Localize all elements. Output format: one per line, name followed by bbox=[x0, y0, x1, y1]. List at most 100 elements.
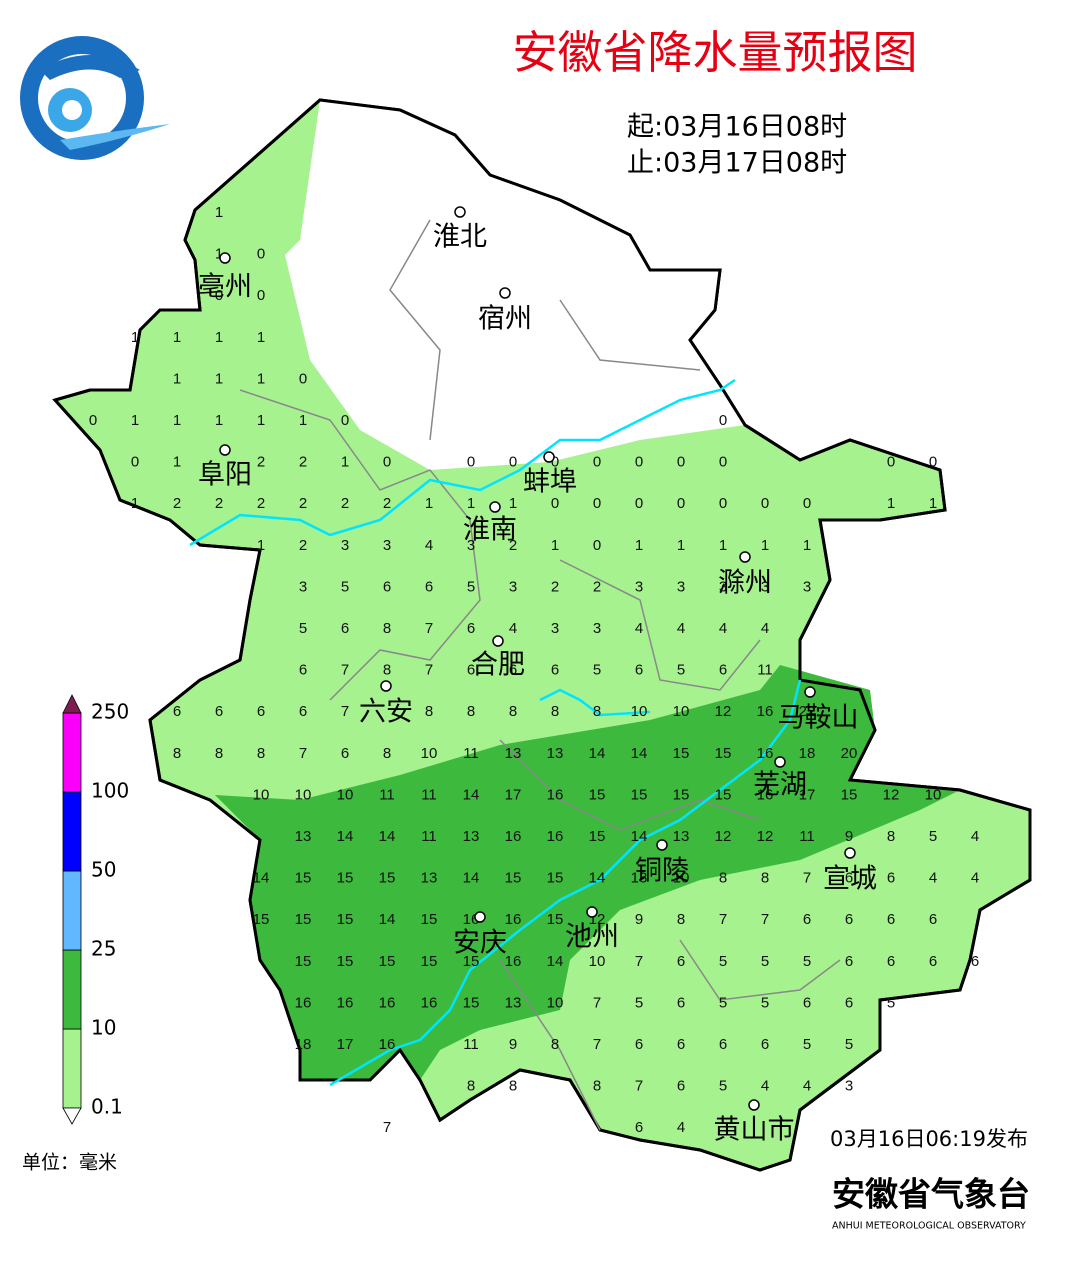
legend-label: 50 bbox=[91, 858, 116, 882]
grid-value: 1 bbox=[131, 495, 139, 512]
grid-value: 5 bbox=[761, 953, 769, 970]
grid-value: 14 bbox=[337, 828, 354, 845]
grid-value: 0 bbox=[215, 287, 223, 304]
grid-value: 6 bbox=[845, 953, 853, 970]
grid-value: 1 bbox=[257, 412, 265, 429]
grid-value: 13 bbox=[421, 870, 438, 887]
grid-value: 13 bbox=[547, 745, 564, 762]
grid-value: 8 bbox=[383, 620, 391, 637]
grid-value: 16 bbox=[547, 786, 564, 803]
grid-value: 8 bbox=[215, 745, 223, 762]
grid-value: 1 bbox=[215, 329, 223, 346]
grid-value: 0 bbox=[551, 454, 559, 471]
grid-value: 7 bbox=[803, 870, 811, 887]
grid-value: 10 bbox=[547, 994, 564, 1011]
grid-value: 15 bbox=[715, 786, 732, 803]
grid-value: 10 bbox=[253, 786, 270, 803]
grid-value: 6 bbox=[929, 911, 937, 928]
grid-value: 8 bbox=[593, 1078, 601, 1095]
city-name: 滁州 bbox=[718, 568, 772, 599]
grid-value: 7 bbox=[341, 703, 349, 720]
city-name: 合肥 bbox=[471, 650, 525, 681]
city-name: 阜阳 bbox=[198, 460, 252, 491]
grid-value: 0 bbox=[89, 412, 97, 429]
city-dot bbox=[454, 206, 466, 218]
grid-value: 3 bbox=[593, 620, 601, 637]
city-name: 芜湖 bbox=[753, 770, 807, 801]
grid-value: 2 bbox=[173, 495, 181, 512]
grid-value: 1 bbox=[299, 412, 307, 429]
city-dot bbox=[656, 839, 668, 851]
grid-value: 1 bbox=[761, 537, 769, 554]
grid-value: 4 bbox=[677, 620, 685, 637]
logo bbox=[20, 36, 170, 160]
legend-label: 10 bbox=[91, 1016, 116, 1040]
grid-value: 1 bbox=[215, 370, 223, 387]
city-name: 淮南 bbox=[463, 515, 517, 546]
grid-value: 14 bbox=[379, 911, 396, 928]
heavy-rain-area bbox=[215, 665, 960, 1080]
grid-value: 3 bbox=[803, 578, 811, 595]
grid-value: 4 bbox=[761, 1078, 769, 1095]
grid-value: 5 bbox=[341, 578, 349, 595]
grid-value: 4 bbox=[761, 620, 769, 637]
grid-value: 10 bbox=[589, 953, 606, 970]
grid-value: 14 bbox=[253, 870, 270, 887]
grid-value: 1 bbox=[425, 495, 433, 512]
grid-value: 15 bbox=[505, 870, 522, 887]
agency-en: ANHUI METEOROLOGICAL OBSERVATORY bbox=[832, 1221, 1026, 1232]
city-dot bbox=[748, 1099, 760, 1111]
grid-value: 1 bbox=[929, 495, 937, 512]
title: 安徽省降水量预报图 bbox=[512, 26, 917, 79]
grid-value: 5 bbox=[719, 994, 727, 1011]
grid-value: 6 bbox=[425, 578, 433, 595]
grid-value: 8 bbox=[551, 703, 559, 720]
grid-value: 3 bbox=[509, 578, 517, 595]
grid-value: 7 bbox=[635, 1078, 643, 1095]
province-border bbox=[52, 98, 1032, 1172]
grid-value: 0 bbox=[929, 454, 937, 471]
grid-value: 5 bbox=[719, 1078, 727, 1095]
legend-bottom-arrow bbox=[62, 1107, 82, 1125]
grid-value: 8 bbox=[173, 745, 181, 762]
grid-value: 6 bbox=[299, 662, 307, 679]
grid-value: 14 bbox=[631, 828, 648, 845]
city-dot bbox=[844, 847, 856, 859]
grid-value: 10 bbox=[673, 870, 690, 887]
grid-value: 7 bbox=[299, 745, 307, 762]
grid-value: 0 bbox=[803, 495, 811, 512]
grid-value: 6 bbox=[845, 870, 853, 887]
grid-value: 4 bbox=[509, 620, 517, 637]
grid-value: 3 bbox=[635, 578, 643, 595]
grid-value: 1 bbox=[131, 412, 139, 429]
grid-value: 17 bbox=[505, 786, 522, 803]
city-dot bbox=[219, 252, 231, 264]
grid-value: 14 bbox=[589, 745, 606, 762]
grid-value: 11 bbox=[379, 786, 395, 803]
grid-value: 4 bbox=[635, 620, 643, 637]
grid-value: 13 bbox=[505, 745, 522, 762]
grid-value: 2 bbox=[215, 495, 223, 512]
grid-value: 0 bbox=[593, 495, 601, 512]
grid-value: 9 bbox=[845, 828, 853, 845]
grid-value: 5 bbox=[467, 578, 475, 595]
grid-value: 1 bbox=[551, 537, 559, 554]
grid-value: 16 bbox=[757, 703, 774, 720]
legend-swatch bbox=[62, 870, 82, 951]
grid-value: 16 bbox=[295, 994, 312, 1011]
rain-values: 11 00 01 1 1 11 1 1 00 1 1 1 1 1 0 00 1 2 2 1 0 0 0 0 0 0 0 0 0 01 2 2 2… bbox=[89, 204, 979, 1136]
legend-swatch bbox=[62, 712, 82, 793]
grid-value: 6 bbox=[719, 662, 727, 679]
grid-value: 6 bbox=[677, 1036, 685, 1053]
grid-value: 4 bbox=[971, 870, 979, 887]
legend-swatch bbox=[62, 949, 82, 1030]
grid-value: 0 bbox=[635, 495, 643, 512]
grid-value: 14 bbox=[631, 745, 648, 762]
grid-value: 15 bbox=[295, 911, 312, 928]
grid-value: 8 bbox=[719, 870, 727, 887]
rivers bbox=[189, 378, 802, 1087]
legend-label: 100 bbox=[91, 779, 129, 803]
grid-value: 2 bbox=[593, 578, 601, 595]
grid-value: 5 bbox=[803, 953, 811, 970]
grid-value: 12 bbox=[715, 703, 732, 720]
